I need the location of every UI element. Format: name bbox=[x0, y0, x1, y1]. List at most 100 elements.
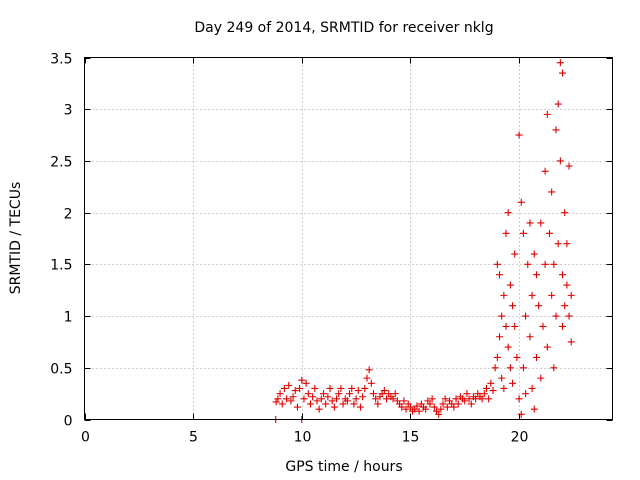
data-point bbox=[380, 387, 388, 395]
plot-frame bbox=[84, 57, 613, 420]
data-point bbox=[493, 353, 501, 361]
data-point bbox=[480, 390, 488, 398]
data-point bbox=[517, 198, 525, 206]
data-point bbox=[391, 390, 399, 398]
data-point bbox=[526, 333, 534, 341]
data-point bbox=[326, 384, 334, 392]
y-tick-label: 2.5 bbox=[50, 155, 72, 171]
data-point bbox=[280, 384, 288, 392]
data-point bbox=[498, 312, 506, 320]
data-point bbox=[530, 405, 538, 413]
data-point bbox=[454, 400, 462, 408]
data-point bbox=[567, 291, 575, 299]
data-point bbox=[276, 390, 284, 398]
data-point bbox=[367, 379, 375, 387]
data-point bbox=[556, 157, 564, 165]
data-point bbox=[556, 59, 564, 67]
data-point bbox=[535, 302, 543, 310]
data-point bbox=[339, 400, 347, 408]
data-point bbox=[472, 395, 480, 403]
data-point bbox=[330, 403, 338, 411]
data-point bbox=[500, 291, 508, 299]
data-point bbox=[274, 395, 282, 403]
data-point bbox=[317, 395, 325, 403]
data-point bbox=[389, 395, 397, 403]
data-point bbox=[548, 291, 556, 299]
data-point bbox=[426, 400, 434, 408]
data-point bbox=[524, 260, 532, 268]
data-point bbox=[502, 229, 510, 237]
data-point bbox=[541, 167, 549, 175]
data-point bbox=[343, 397, 351, 405]
data-point bbox=[550, 364, 558, 372]
data-point bbox=[359, 393, 367, 401]
data-point bbox=[374, 400, 382, 408]
data-point bbox=[500, 384, 508, 392]
y-tick-label: 3 bbox=[64, 103, 73, 119]
data-point bbox=[346, 390, 354, 398]
data-point bbox=[496, 271, 504, 279]
data-point bbox=[559, 69, 567, 77]
data-point bbox=[554, 100, 562, 108]
data-point bbox=[287, 397, 295, 405]
data-point bbox=[272, 398, 280, 406]
data-point bbox=[324, 393, 332, 401]
data-point bbox=[543, 343, 551, 351]
data-point bbox=[298, 376, 306, 384]
data-point bbox=[532, 271, 540, 279]
y-tick-label: 0 bbox=[64, 414, 73, 430]
data-point bbox=[515, 131, 523, 139]
data-point bbox=[361, 384, 369, 392]
data-point bbox=[348, 384, 356, 392]
data-point bbox=[443, 403, 451, 411]
data-point bbox=[320, 390, 328, 398]
y-tick-label: 2 bbox=[64, 207, 73, 223]
data-point bbox=[528, 291, 536, 299]
data-point bbox=[435, 410, 443, 418]
data-point bbox=[478, 395, 486, 403]
data-point bbox=[363, 374, 371, 382]
data-point bbox=[350, 400, 358, 408]
data-point bbox=[561, 302, 569, 310]
data-point bbox=[322, 400, 330, 408]
x-tick-label: 15 bbox=[402, 430, 420, 446]
data-point bbox=[541, 260, 549, 268]
data-point bbox=[489, 387, 497, 395]
data-point bbox=[565, 162, 573, 170]
data-point bbox=[511, 250, 519, 258]
data-point bbox=[452, 395, 460, 403]
data-point bbox=[522, 312, 530, 320]
data-point bbox=[552, 126, 560, 134]
x-tick-label: 0 bbox=[81, 430, 90, 446]
data-point bbox=[461, 397, 469, 405]
data-point bbox=[522, 390, 530, 398]
data-point bbox=[333, 395, 341, 403]
data-point bbox=[543, 110, 551, 118]
data-point bbox=[337, 384, 345, 392]
data-point bbox=[400, 397, 408, 405]
x-axis-label: GPS time / hours bbox=[285, 459, 402, 475]
data-point bbox=[498, 374, 506, 382]
data-point bbox=[517, 410, 525, 418]
data-point bbox=[415, 407, 423, 415]
data-point bbox=[302, 379, 310, 387]
data-point bbox=[439, 400, 447, 408]
data-point bbox=[502, 322, 510, 330]
data-point bbox=[559, 322, 567, 330]
data-point bbox=[402, 405, 410, 413]
x-tick-label: 5 bbox=[189, 430, 198, 446]
data-point bbox=[293, 403, 301, 411]
ticks-layer: 0 5 10 15 20 0 0.5 1 1.5 2 2.5 3 3.5 bbox=[50, 52, 613, 446]
data-point bbox=[537, 374, 545, 382]
data-point bbox=[467, 400, 475, 408]
data-point bbox=[296, 384, 304, 392]
data-point bbox=[430, 403, 438, 411]
y-axis-label: SRMTID / TECUs bbox=[8, 182, 24, 295]
data-point bbox=[563, 281, 571, 289]
data-point bbox=[283, 395, 291, 403]
data-point bbox=[422, 405, 430, 413]
data-point bbox=[550, 260, 558, 268]
data-point bbox=[365, 366, 373, 374]
data-point bbox=[285, 381, 293, 389]
